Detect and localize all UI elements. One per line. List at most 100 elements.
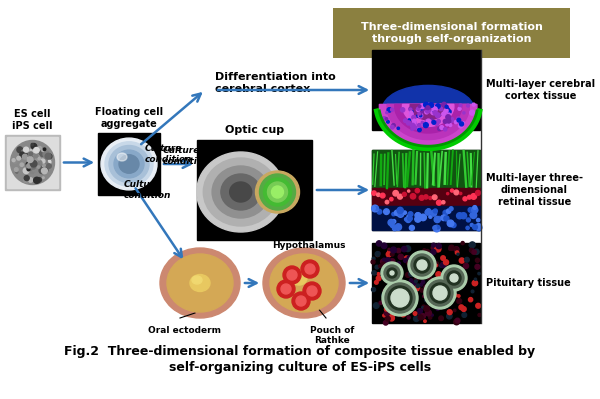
Circle shape — [372, 271, 376, 275]
Circle shape — [454, 247, 459, 252]
Circle shape — [390, 271, 394, 275]
Circle shape — [34, 177, 40, 184]
Circle shape — [34, 159, 40, 164]
Circle shape — [473, 225, 478, 229]
Circle shape — [417, 125, 419, 127]
Circle shape — [307, 286, 317, 296]
Circle shape — [425, 310, 431, 316]
Circle shape — [391, 289, 409, 307]
Circle shape — [449, 117, 454, 122]
Circle shape — [433, 226, 437, 230]
Circle shape — [458, 280, 461, 282]
Circle shape — [23, 168, 29, 174]
Text: Multi-layer three-
dimensional
retinal tissue: Multi-layer three- dimensional retinal t… — [486, 174, 583, 207]
Text: Floating cell
aggregate: Floating cell aggregate — [95, 107, 163, 129]
Circle shape — [445, 273, 451, 279]
Circle shape — [392, 269, 398, 274]
Circle shape — [38, 158, 40, 160]
Circle shape — [37, 178, 41, 182]
Circle shape — [26, 178, 28, 180]
Circle shape — [430, 103, 433, 106]
Circle shape — [400, 108, 405, 112]
Polygon shape — [410, 105, 446, 120]
Circle shape — [383, 320, 388, 325]
Circle shape — [41, 159, 45, 164]
Circle shape — [383, 117, 386, 120]
Circle shape — [418, 128, 421, 132]
Circle shape — [463, 197, 467, 201]
Circle shape — [287, 270, 297, 280]
Circle shape — [441, 215, 446, 221]
Circle shape — [434, 262, 439, 267]
Circle shape — [472, 252, 474, 254]
Circle shape — [401, 247, 407, 252]
Circle shape — [382, 244, 385, 247]
Circle shape — [424, 290, 430, 296]
Circle shape — [427, 280, 453, 306]
Circle shape — [464, 257, 469, 262]
Circle shape — [404, 256, 409, 260]
Circle shape — [435, 246, 441, 252]
Circle shape — [41, 152, 43, 154]
Circle shape — [403, 211, 406, 214]
Ellipse shape — [221, 174, 260, 210]
Circle shape — [461, 241, 464, 245]
Circle shape — [410, 110, 413, 113]
Polygon shape — [387, 105, 469, 140]
Circle shape — [375, 207, 379, 210]
Circle shape — [45, 153, 51, 159]
Text: self-organizing culture of ES-iPS cells: self-organizing culture of ES-iPS cells — [169, 361, 431, 375]
Circle shape — [20, 152, 25, 157]
Circle shape — [430, 283, 450, 303]
Ellipse shape — [212, 166, 269, 218]
Circle shape — [447, 117, 449, 119]
Circle shape — [391, 253, 394, 256]
Circle shape — [415, 216, 421, 222]
Circle shape — [380, 193, 385, 198]
Circle shape — [476, 259, 479, 261]
Circle shape — [454, 190, 459, 195]
Circle shape — [407, 256, 410, 259]
Circle shape — [383, 289, 386, 292]
Circle shape — [371, 205, 379, 212]
Circle shape — [377, 209, 382, 214]
Circle shape — [388, 250, 392, 255]
Circle shape — [472, 250, 476, 254]
Circle shape — [403, 301, 407, 305]
Circle shape — [471, 290, 474, 293]
Text: ES cell
iPS cell: ES cell iPS cell — [12, 109, 53, 131]
Circle shape — [31, 143, 34, 146]
Circle shape — [405, 246, 410, 252]
Circle shape — [29, 159, 31, 161]
Circle shape — [431, 243, 436, 247]
Circle shape — [46, 160, 51, 164]
Circle shape — [28, 159, 34, 164]
Circle shape — [28, 155, 30, 157]
Circle shape — [434, 216, 440, 223]
Circle shape — [26, 162, 30, 166]
Circle shape — [445, 105, 448, 108]
Circle shape — [424, 306, 430, 312]
Circle shape — [376, 276, 381, 281]
Circle shape — [296, 296, 306, 306]
Circle shape — [429, 103, 434, 107]
Circle shape — [439, 316, 443, 320]
Circle shape — [375, 265, 379, 269]
Circle shape — [33, 158, 38, 162]
Circle shape — [457, 299, 461, 304]
Circle shape — [447, 220, 454, 227]
Circle shape — [401, 210, 404, 214]
Circle shape — [431, 110, 436, 115]
Circle shape — [377, 193, 380, 196]
Circle shape — [23, 147, 29, 152]
Circle shape — [28, 164, 29, 166]
Ellipse shape — [190, 275, 210, 292]
Circle shape — [437, 281, 443, 286]
Circle shape — [398, 254, 403, 259]
Circle shape — [383, 258, 385, 261]
Circle shape — [29, 159, 35, 165]
Circle shape — [403, 301, 406, 304]
Circle shape — [454, 284, 458, 288]
Circle shape — [28, 157, 33, 162]
Circle shape — [386, 120, 389, 123]
